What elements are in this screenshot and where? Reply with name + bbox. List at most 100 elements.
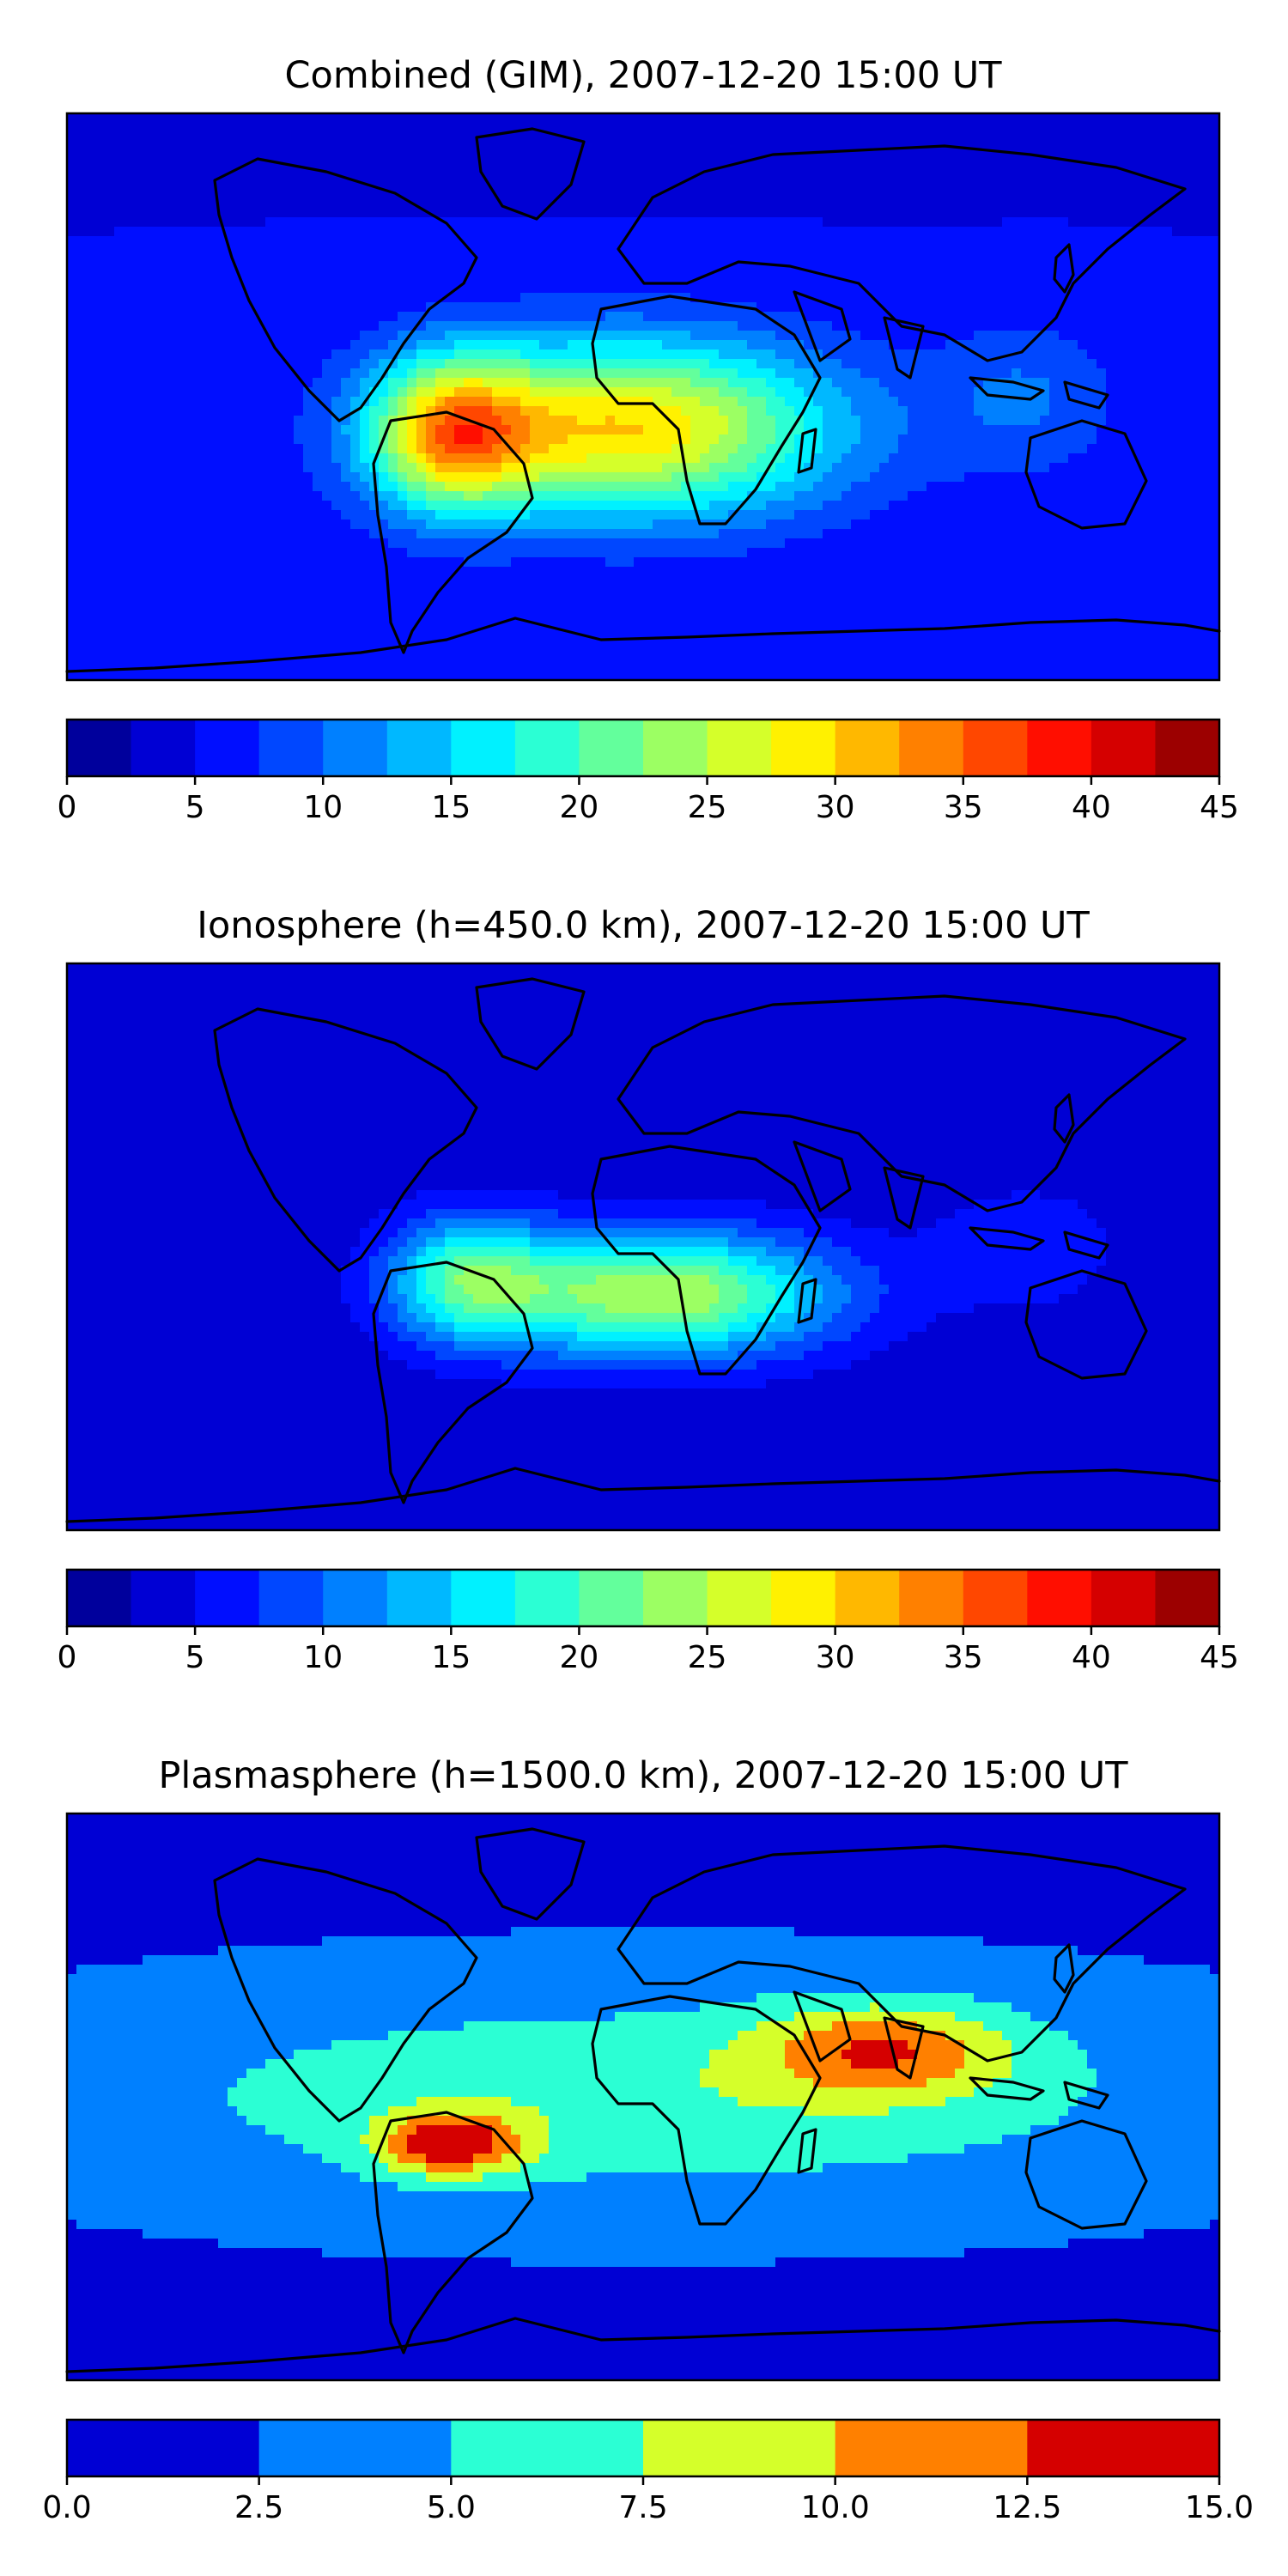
heatmap-cell xyxy=(360,444,370,454)
heatmap-cell xyxy=(1097,151,1107,161)
heatmap-cell xyxy=(180,491,191,501)
heatmap-cell xyxy=(747,491,757,501)
heatmap-cell xyxy=(1153,425,1163,435)
heatmap-cell xyxy=(766,161,776,171)
heatmap-cell xyxy=(313,406,323,416)
heatmap-cell xyxy=(1182,302,1192,313)
heatmap-cell xyxy=(1021,378,1031,388)
heatmap-cell xyxy=(1163,227,1173,237)
heatmap-cell xyxy=(171,274,181,284)
heatmap-cell xyxy=(653,434,663,445)
heatmap-cell xyxy=(152,444,162,454)
heatmap-cell xyxy=(284,387,295,398)
heatmap-cell xyxy=(634,321,644,331)
heatmap-cell xyxy=(388,113,398,124)
heatmap-cell xyxy=(530,198,540,209)
heatmap-cell xyxy=(1210,179,1219,190)
heatmap-cell xyxy=(341,491,351,501)
heatmap-cell xyxy=(237,142,247,152)
heatmap-cell xyxy=(653,406,663,416)
heatmap-cell xyxy=(133,179,143,190)
heatmap-cell xyxy=(653,113,663,124)
heatmap-cell xyxy=(1002,264,1012,275)
heatmap-cell xyxy=(596,397,606,407)
heatmap-cell xyxy=(709,378,720,388)
heatmap-cell xyxy=(974,340,984,350)
heatmap-cell xyxy=(1002,359,1012,369)
heatmap-cell xyxy=(190,293,200,303)
heatmap-cell xyxy=(851,368,861,379)
heatmap-cell xyxy=(841,302,852,313)
heatmap-cell xyxy=(1210,217,1219,228)
heatmap-cell xyxy=(898,208,908,218)
heatmap-cell xyxy=(331,472,342,483)
heatmap-cell xyxy=(398,123,408,133)
heatmap-cell xyxy=(464,293,474,303)
heatmap-cell xyxy=(218,113,228,124)
heatmap-cell xyxy=(1059,161,1069,171)
heatmap-cell xyxy=(322,170,332,180)
heatmap-cell xyxy=(180,255,191,265)
heatmap-cell xyxy=(747,444,757,454)
heatmap-cell xyxy=(908,378,918,388)
heatmap-cell xyxy=(161,359,172,369)
heatmap-cell xyxy=(350,368,361,379)
heatmap-cell xyxy=(1210,397,1219,407)
heatmap-cell xyxy=(492,208,502,218)
heatmap-cell xyxy=(199,217,210,228)
heatmap-cell xyxy=(1068,416,1078,426)
heatmap-cell xyxy=(1021,434,1031,445)
heatmap-cell xyxy=(86,179,96,190)
heatmap-cell xyxy=(738,321,748,331)
heatmap-cell xyxy=(1200,349,1211,360)
heatmap-cell xyxy=(1087,491,1097,501)
heatmap-cell xyxy=(199,198,210,209)
heatmap-cell xyxy=(76,312,87,322)
heatmap-cell xyxy=(870,227,880,237)
heatmap-cell xyxy=(1144,444,1154,454)
heatmap-cell xyxy=(596,453,606,464)
heatmap-cell xyxy=(719,142,729,152)
heatmap-cell xyxy=(700,142,710,152)
heatmap-cell xyxy=(681,208,691,218)
heatmap-cell xyxy=(1078,283,1088,294)
heatmap-cell xyxy=(1182,113,1192,124)
heatmap-cell xyxy=(483,312,493,322)
heatmap-cell xyxy=(539,425,550,435)
heatmap-cell xyxy=(1200,170,1211,180)
heatmap-cell xyxy=(360,387,370,398)
heatmap-cell xyxy=(218,491,228,501)
heatmap-cell xyxy=(1002,123,1012,133)
heatmap-cell xyxy=(539,227,550,237)
heatmap-cell xyxy=(964,463,975,473)
heatmap-cell xyxy=(171,425,181,435)
heatmap-cell xyxy=(133,472,143,483)
heatmap-cell xyxy=(511,453,521,464)
heatmap-cell xyxy=(407,482,417,492)
heatmap-cell xyxy=(728,217,738,228)
heatmap-cell xyxy=(1106,189,1116,199)
heatmap-cell xyxy=(634,434,644,445)
heatmap-cell xyxy=(133,434,143,445)
heatmap-cell xyxy=(1087,340,1097,350)
heatmap-cell xyxy=(143,113,153,124)
heatmap-cell xyxy=(1012,198,1022,209)
heatmap-cell xyxy=(483,170,493,180)
heatmap-cell xyxy=(124,302,134,313)
heatmap-cell xyxy=(955,425,965,435)
heatmap-cell xyxy=(889,340,899,350)
heatmap-cell xyxy=(577,321,587,331)
heatmap-cell xyxy=(794,321,805,331)
heatmap-cell xyxy=(851,274,861,284)
heatmap-cell xyxy=(1153,463,1163,473)
heatmap-cell xyxy=(161,463,172,473)
heatmap-cell xyxy=(860,453,871,464)
heatmap-cell xyxy=(785,227,795,237)
heatmap-cell xyxy=(577,246,587,256)
heatmap-cell xyxy=(879,434,890,445)
heatmap-cell xyxy=(917,123,927,133)
heatmap-cell xyxy=(785,208,795,218)
heatmap-cell xyxy=(360,331,370,341)
heatmap-cell xyxy=(1153,198,1163,209)
heatmap-cell xyxy=(955,283,965,294)
